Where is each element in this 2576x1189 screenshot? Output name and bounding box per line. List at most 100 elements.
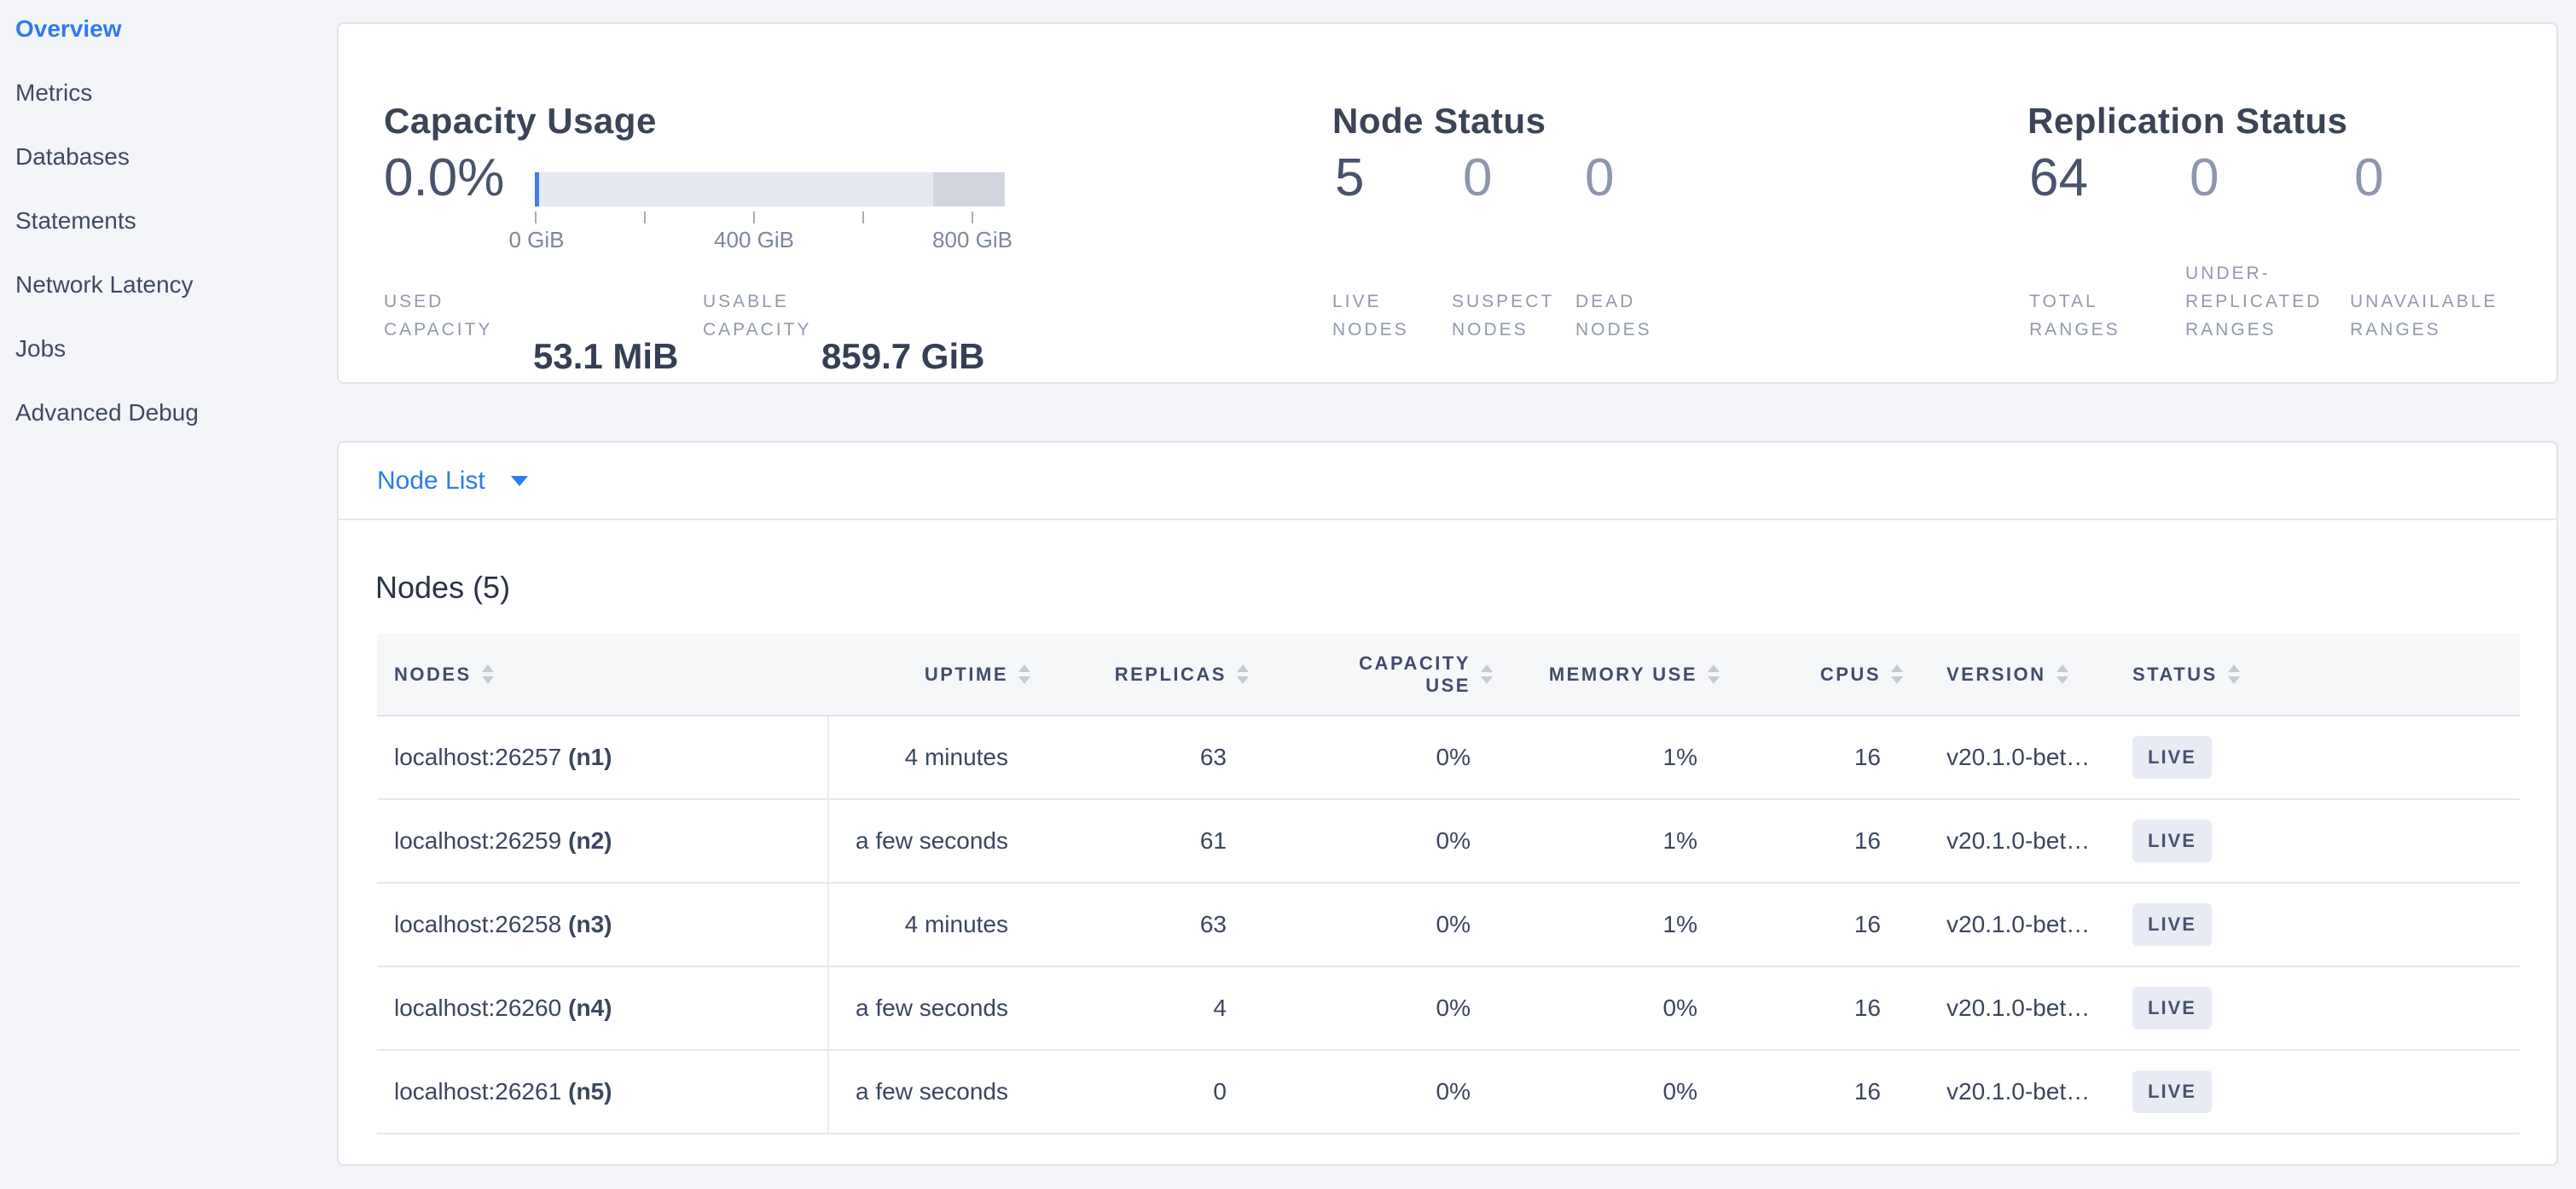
node-address-cell[interactable]: localhost:26260 (n4) xyxy=(377,967,829,1049)
column-header-cpus[interactable]: CPUS xyxy=(1733,634,1917,715)
axis-tick xyxy=(535,212,537,223)
node-list-dropdown[interactable]: Node List xyxy=(377,466,485,495)
nodes-section-title: Nodes (5) xyxy=(375,570,511,605)
node-address-cell[interactable]: localhost:26261 (n5) xyxy=(377,1051,829,1133)
column-label: VERSION xyxy=(1947,663,2046,685)
status-cell: LIVE xyxy=(2100,1051,2520,1133)
axis-label-800: 800 GiB xyxy=(932,227,1012,252)
cpus-cell: 16 xyxy=(1854,827,1881,854)
memory-use-cell: 1% xyxy=(1662,744,1697,770)
node-status-title: Node Status xyxy=(1332,101,1546,141)
column-header-nodes[interactable]: NODES xyxy=(377,634,829,715)
column-header-version[interactable]: VERSION xyxy=(1917,634,2100,715)
status-cell: LIVE xyxy=(2100,884,2520,966)
node-id: (n5) xyxy=(568,1078,612,1105)
status-cell: LIVE xyxy=(2100,716,2520,798)
cluster-summary-card: Capacity Usage 0.0% 0 GiB 400 GiB 800 Gi… xyxy=(337,22,2558,384)
usable-capacity-label: USABLE CAPACITY xyxy=(703,292,812,339)
status-cell: LIVE xyxy=(2100,800,2520,882)
replicas-cell: 63 xyxy=(1199,911,1227,937)
status-cell: LIVE xyxy=(2100,967,2520,1049)
replicas-cell: 0 xyxy=(1213,1078,1227,1105)
axis-label-0: 0 GiB xyxy=(508,227,565,252)
version-cell: v20.1.0-bet… xyxy=(1947,1078,2091,1105)
memory-use-cell: 0% xyxy=(1662,995,1697,1021)
status-badge: LIVE xyxy=(2132,987,2212,1030)
cpus-cell: 16 xyxy=(1854,1078,1881,1105)
version-cell: v20.1.0-bet… xyxy=(1947,744,2091,770)
axis-tick xyxy=(862,212,864,223)
capacity-used-percent: 0.0% xyxy=(384,148,505,207)
sidebar: Overview Metrics Databases Statements Ne… xyxy=(0,0,334,1189)
node-address: localhost:26261 xyxy=(394,1078,562,1105)
node-address-cell[interactable]: localhost:26258 (n3) xyxy=(377,884,829,966)
sort-icon xyxy=(1481,664,1493,684)
capacity-use-cell: 0% xyxy=(1436,995,1471,1021)
suspect-nodes-label: SUSPECT NODES xyxy=(1452,292,1554,339)
column-header-status[interactable]: STATUS xyxy=(2100,634,2520,715)
version-cell: v20.1.0-bet… xyxy=(1947,827,2091,854)
uptime-cell: 4 minutes xyxy=(904,911,1008,937)
node-address-cell[interactable]: localhost:26259 (n2) xyxy=(377,800,829,882)
uptime-cell: a few seconds xyxy=(856,1078,1008,1105)
table-row[interactable]: localhost:26260 (n4) a few seconds 4 0% 0… xyxy=(377,967,2520,1051)
capacity-bar-used-segment xyxy=(535,172,539,206)
sort-icon xyxy=(2227,664,2240,684)
version-cell: v20.1.0-bet… xyxy=(1947,911,2091,937)
capacity-use-cell: 0% xyxy=(1436,1078,1471,1105)
sort-icon xyxy=(1891,664,1903,684)
column-header-replicas[interactable]: REPLICAS xyxy=(1044,634,1262,715)
capacity-use-cell: 0% xyxy=(1436,744,1471,770)
sidebar-item-advanced-debug[interactable]: Advanced Debug xyxy=(15,399,199,426)
column-header-memory-use[interactable]: MEMORY USE xyxy=(1506,634,1733,715)
chevron-down-icon[interactable] xyxy=(510,475,528,486)
replication-status-title: Replication Status xyxy=(2028,101,2348,141)
column-label: MEMORY USE xyxy=(1548,663,1697,685)
axis-tick xyxy=(972,212,973,223)
sidebar-item-overview[interactable]: Overview xyxy=(15,15,122,42)
capacity-bar-reserved-segment xyxy=(933,172,1005,206)
node-address: localhost:26260 xyxy=(394,995,562,1021)
axis-label-400: 400 GiB xyxy=(714,227,794,252)
uptime-cell: a few seconds xyxy=(856,827,1008,854)
used-capacity-label: USED CAPACITY xyxy=(384,292,493,339)
replicas-cell: 61 xyxy=(1199,827,1227,854)
capacity-bar xyxy=(535,172,1005,206)
replicas-cell: 4 xyxy=(1213,995,1227,1021)
nodes-table-header: NODES UPTIME REPLICAS CAPACITY USE MEMOR… xyxy=(377,634,2520,716)
table-row[interactable]: localhost:26261 (n5) a few seconds 0 0% 0… xyxy=(377,1051,2520,1134)
axis-tick xyxy=(753,212,755,223)
node-address: localhost:26259 xyxy=(394,827,562,854)
total-ranges-count: 64 xyxy=(2029,148,2088,207)
usable-capacity-value: 859.7 GiB xyxy=(821,336,985,376)
dead-nodes-count: 0 xyxy=(1585,148,1615,207)
memory-use-cell: 0% xyxy=(1662,1078,1697,1105)
column-label: UPTIME xyxy=(924,663,1008,685)
status-badge: LIVE xyxy=(2132,903,2212,946)
table-row[interactable]: localhost:26257 (n1) 4 minutes 63 0% 1% 1… xyxy=(377,716,2520,800)
sidebar-item-statements[interactable]: Statements xyxy=(15,207,136,234)
sidebar-item-jobs[interactable]: Jobs xyxy=(15,335,67,362)
axis-tick xyxy=(644,212,646,223)
table-row[interactable]: localhost:26258 (n3) 4 minutes 63 0% 1% 1… xyxy=(377,884,2520,967)
column-header-uptime[interactable]: UPTIME xyxy=(829,634,1044,715)
under-replicated-ranges-count: 0 xyxy=(2190,148,2219,207)
node-id: (n2) xyxy=(568,827,612,854)
capacity-usage-title: Capacity Usage xyxy=(384,101,657,141)
sidebar-item-network-latency[interactable]: Network Latency xyxy=(15,271,194,298)
node-address-cell[interactable]: localhost:26257 (n1) xyxy=(377,716,829,798)
sort-icon xyxy=(481,664,494,684)
node-id: (n3) xyxy=(568,911,612,937)
table-row[interactable]: localhost:26259 (n2) a few seconds 61 0% … xyxy=(377,800,2520,884)
memory-use-cell: 1% xyxy=(1662,911,1697,937)
memory-use-cell: 1% xyxy=(1662,827,1697,854)
column-label: STATUS xyxy=(2132,663,2218,685)
column-label: CPUS xyxy=(1819,663,1881,685)
cpus-cell: 16 xyxy=(1854,995,1881,1021)
sidebar-item-databases[interactable]: Databases xyxy=(15,143,130,170)
node-address: localhost:26257 xyxy=(394,744,562,770)
sort-icon xyxy=(1708,664,1720,684)
column-header-capacity-use[interactable]: CAPACITY USE xyxy=(1262,634,1506,715)
sidebar-item-metrics[interactable]: Metrics xyxy=(15,79,93,106)
